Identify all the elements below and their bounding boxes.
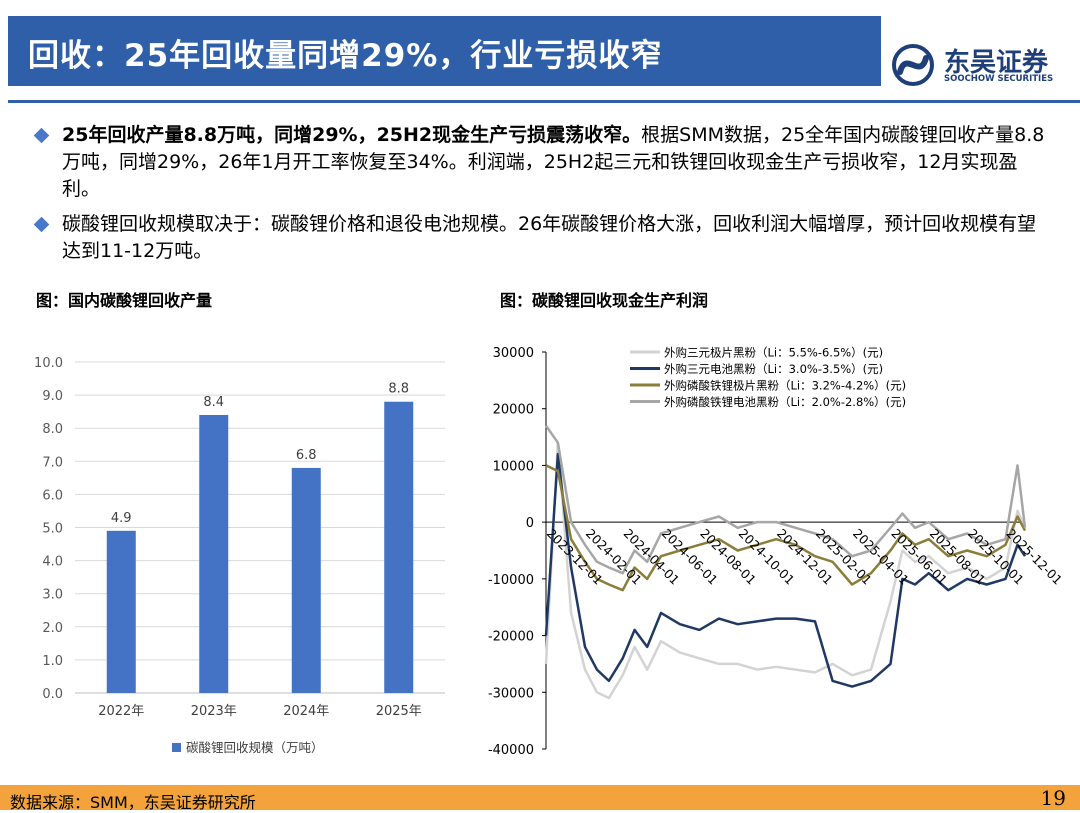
y-tick-label: 1.0: [42, 654, 63, 669]
company-logo: 东吴证券 SOOCHOW SECURITIES: [892, 44, 1072, 86]
footer-bar: 数据来源：SMM，东吴证券研究所 19: [0, 785, 1080, 812]
bullet-item: 25年回收产量8.8万吨，同增29%，25H2现金生产亏损震荡收窄。根据SMM数…: [30, 122, 1050, 203]
y-tick-label: 20000: [493, 403, 534, 418]
bar-value-label: 8.4: [203, 395, 224, 410]
legend-label: 外购磷酸铁锂电池黑粉（Li：2.0%-2.8%）(元): [664, 395, 906, 409]
x-tick-label: 2025年: [376, 704, 422, 719]
diamond-bullet-icon: [33, 127, 50, 144]
y-tick-label: 0.0: [42, 687, 63, 702]
figure-title-left: 图：国内碳酸锂回收产量: [36, 291, 213, 310]
legend-swatch: [172, 743, 181, 752]
y-tick-label: 30000: [493, 346, 534, 361]
bullet-lead: 25年回收产量8.8万吨，同增29%，25H2现金生产亏损震荡收窄。: [62, 124, 642, 146]
y-tick-label: -40000: [488, 743, 534, 758]
series-line: [544, 424, 1027, 575]
bar-value-label: 4.9: [111, 511, 132, 526]
bar: [199, 414, 229, 693]
y-tick-label: 9.0: [42, 389, 63, 404]
bullet-text: 根据SMM数据，25全年国内碳酸锂回收产量8.8万吨，同增29%，26年1月开工…: [62, 124, 1045, 200]
bar: [106, 530, 136, 693]
y-tick-label: 8.0: [42, 422, 63, 437]
y-tick-label: 10.0: [34, 356, 63, 371]
legend-label: 外购三元极片黑粉（Li：5.5%-6.5%）(元): [664, 346, 883, 360]
x-tick-label: 2023年: [191, 704, 237, 719]
y-tick-label: 5.0: [42, 522, 63, 537]
bullet-item: 碳酸锂回收规模取决于：碳酸锂价格和退役电池规模。26年碳酸锂价格大涨，回收利润大…: [30, 211, 1050, 265]
page-title: 回收：25年回收量同增29%，行业亏损收窄: [28, 38, 663, 74]
diamond-bullet-icon: [33, 216, 50, 233]
y-tick-label: 7.0: [42, 455, 63, 470]
legend-label: 碳酸锂回收规模（万吨）: [186, 740, 324, 755]
logo-text-en: SOOCHOW SECURITIES: [944, 74, 1054, 84]
bullet-list: 25年回收产量8.8万吨，同增29%，25H2现金生产亏损震荡收窄。根据SMM数…: [30, 122, 1050, 273]
logo-mark-icon: [892, 44, 934, 86]
y-tick-label: 2.0: [42, 621, 63, 636]
bar-value-label: 8.8: [388, 382, 409, 397]
y-tick-label: 10000: [493, 459, 534, 474]
bar: [291, 467, 321, 693]
page-number: 19: [1040, 786, 1066, 810]
bullet-text: 碳酸锂回收规模取决于：碳酸锂价格和退役电池规模。26年碳酸锂价格大涨，回收利润大…: [62, 213, 1037, 262]
series-line: [544, 452, 1027, 688]
title-bar: 回收：25年回收量同增29%，行业亏损收窄: [8, 16, 881, 86]
logo-text-cn: 东吴证券: [944, 48, 1049, 78]
line-chart: 30000 20000 10000 0 -10000 -20000 -30000 -40000…: [488, 346, 1065, 759]
y-tick-label: 6.0: [42, 488, 63, 503]
source-note: 数据来源：SMM，东吴证券研究所: [10, 793, 256, 812]
bar: [384, 401, 414, 693]
bar-chart: 0.0 1.0 2.0 3.0 4.0 5.0 6.0 7.0 8.0 9.0 10.0 4.9 202…: [34, 356, 445, 755]
legend-label: 外购磷酸铁锂极片黑粉（Li：3.2%-4.2%）(元): [664, 379, 906, 393]
y-tick-label: 4.0: [42, 555, 63, 570]
legend-label: 外购三元电池黑粉（Li：3.0%-3.5%）(元): [664, 362, 883, 376]
y-tick-label: 0: [526, 516, 534, 531]
series-line: [545, 464, 1027, 592]
series-line: [544, 441, 1027, 700]
bar-value-label: 6.8: [296, 448, 317, 463]
figure-title-right: 图：碳酸锂回收现金生产利润: [500, 291, 709, 310]
x-tick-label: 2022年: [98, 704, 144, 719]
header-rule: [8, 100, 1080, 103]
y-tick-label: -20000: [488, 630, 534, 645]
y-tick-label: -10000: [488, 573, 534, 588]
x-tick-label: 2024年: [283, 704, 329, 719]
y-tick-label: -30000: [488, 686, 534, 701]
y-tick-label: 3.0: [42, 588, 63, 603]
